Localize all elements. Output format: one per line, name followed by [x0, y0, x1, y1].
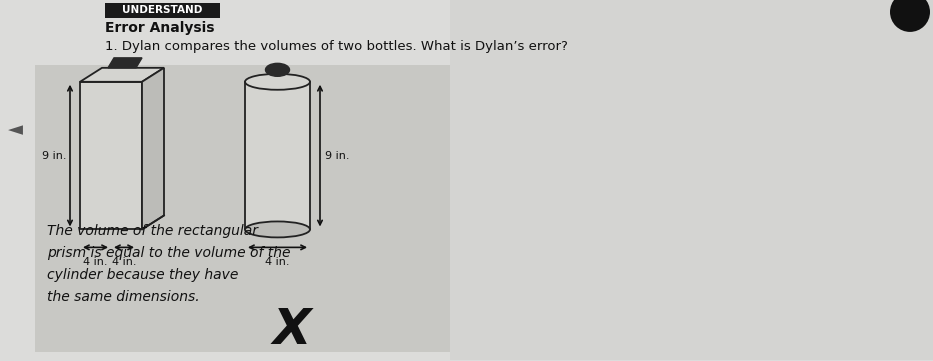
Text: the same dimensions.: the same dimensions.: [47, 290, 200, 304]
Text: 4 in.: 4 in.: [83, 257, 107, 268]
Circle shape: [890, 0, 930, 32]
Text: X: X: [272, 306, 312, 354]
Text: prism is equal to the volume of the: prism is equal to the volume of the: [47, 247, 290, 260]
Ellipse shape: [245, 74, 310, 90]
Text: The volume of the rectangular: The volume of the rectangular: [47, 225, 258, 238]
Text: 9 in.: 9 in.: [41, 151, 66, 161]
Bar: [450, 0, 933, 360]
Polygon shape: [142, 68, 164, 230]
Bar: [105, 3, 220, 18]
Text: 9 in.: 9 in.: [325, 151, 350, 161]
Text: cylinder because they have: cylinder because they have: [47, 268, 238, 282]
Text: 4 in.: 4 in.: [112, 257, 136, 268]
Bar: [245, 82, 310, 230]
Text: ◄: ◄: [8, 120, 23, 139]
Ellipse shape: [245, 221, 310, 238]
Bar: [80, 82, 142, 230]
Ellipse shape: [266, 63, 289, 76]
Polygon shape: [108, 58, 142, 68]
Text: 4 in.: 4 in.: [265, 257, 290, 268]
Text: UNDERSTAND: UNDERSTAND: [122, 5, 202, 16]
Text: 1. Dylan compares the volumes of two bottles. What is Dylan’s error?: 1. Dylan compares the volumes of two bot…: [105, 40, 568, 53]
Bar: [35, 65, 450, 352]
Polygon shape: [80, 68, 164, 82]
Text: Error Analysis: Error Analysis: [105, 21, 215, 35]
